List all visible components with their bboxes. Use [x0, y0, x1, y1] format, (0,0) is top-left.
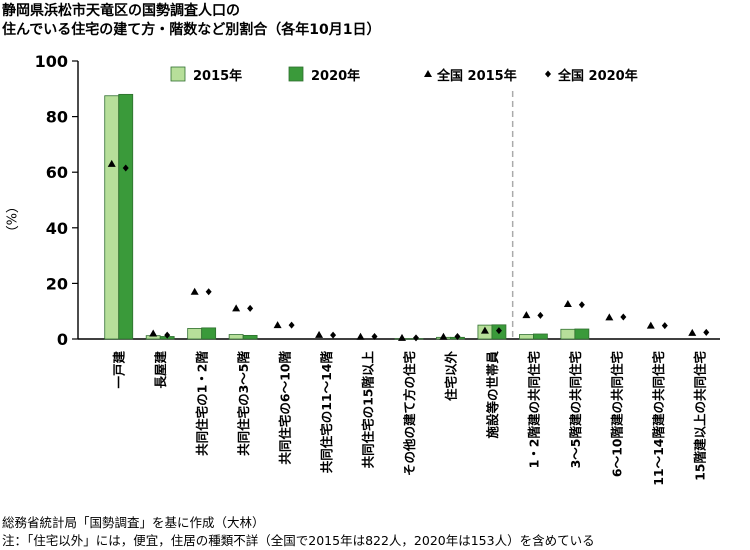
bar-2020: [201, 327, 217, 340]
marker-national-2020: [413, 334, 419, 342]
y-tick-label: 0: [57, 330, 68, 349]
marker-national-2020: [620, 313, 627, 321]
y-tick-label: 20: [46, 274, 68, 293]
legend-label-national-2015: 全国 2015年: [436, 68, 517, 84]
bar-2015: [187, 328, 203, 340]
y-tick-label: 100: [35, 52, 68, 71]
marker-national-2020: [454, 332, 461, 340]
bar-2020: [574, 328, 590, 340]
marker-national-2020: [371, 332, 378, 340]
legend-marker-national-2015: [424, 70, 432, 77]
bar-chart: 0 20 40 60 80 100 （%） 一戸建 長屋建 共同住宅の1・2階 共同住宅の3～5階 共…: [3, 52, 720, 486]
bar-2015: [104, 95, 120, 340]
marker-national-2020: [288, 321, 295, 329]
bar-2015: [228, 334, 244, 340]
footnote: 注：「住宅以外」には，便宜，住居の種類不詳（全国で2015年は822人，2020…: [2, 533, 595, 548]
marker-national-2020: [495, 327, 502, 335]
category-label: 住宅以外: [443, 351, 458, 402]
marker-national-2015: [107, 159, 116, 167]
category-label: 1・2階建の共同住宅: [526, 351, 541, 469]
y-tick-label: 80: [46, 108, 68, 127]
marker-national-2020: [247, 304, 254, 312]
legend-label-national-2020: 全国 2020年: [557, 68, 638, 84]
marker-national-2015: [480, 326, 489, 334]
marker-national-2015: [232, 304, 241, 312]
category-label: 共同住宅の3～5階: [236, 351, 251, 456]
marker-national-2015: [356, 332, 365, 340]
category-label: 施設等の世帯員: [485, 351, 500, 439]
marker-national-2015: [273, 321, 282, 329]
y-tick-label: 40: [46, 219, 68, 238]
marker-national-2015: [149, 329, 158, 337]
y-tick-label: 60: [46, 163, 68, 182]
marker-national-2020: [703, 328, 710, 336]
category-label: 共同住宅の15階以上: [361, 351, 376, 469]
bar-2020: [533, 333, 548, 340]
source-note: 総務省統計局「国勢調査」を基に作成（大林）: [2, 515, 265, 530]
legend-marker-national-2020: [545, 70, 551, 78]
bar-2020: [118, 93, 134, 340]
marker-national-2020: [578, 301, 585, 309]
marker-national-2015: [315, 330, 324, 338]
category-label: 6～10階建の共同住宅: [609, 351, 624, 478]
category-label: その他の建て方の住宅: [402, 351, 417, 477]
legend-label-2015: 2015年: [193, 68, 242, 84]
marker-national-2015: [190, 287, 199, 295]
category-label: 共同住宅の1・2階: [195, 351, 210, 456]
legend-label-2020: 2020年: [311, 68, 360, 84]
marker-national-2020: [122, 164, 129, 172]
marker-national-2015: [688, 328, 697, 336]
marker-national-2015: [439, 332, 448, 340]
marker-national-2015: [646, 321, 655, 329]
marker-national-2020: [205, 288, 212, 296]
bar-2015: [519, 334, 534, 340]
bar-2020: [242, 334, 258, 340]
category-label: 共同住宅の6～10階: [278, 351, 293, 465]
marker-national-2020: [537, 311, 544, 319]
marker-national-2015: [398, 333, 406, 341]
chart-title-line-1: 静岡県浜松市天竜区の国勢調査人口の: [2, 3, 240, 19]
marker-national-2015: [605, 313, 614, 321]
category-label: 15階建以上の共同住宅: [692, 351, 707, 481]
marker-national-2020: [330, 331, 337, 339]
chart-title: 静岡県浜松市天竜区の国勢調査人口の 住んでいる住宅の建て方・階数など別割合（各年…: [2, 2, 381, 40]
marker-national-2020: [164, 331, 171, 339]
y-axis-label: （%）: [3, 200, 19, 238]
marker-national-2020: [661, 322, 668, 330]
category-label: 3～5階建の共同住宅: [568, 351, 583, 469]
category-label: 11～14階建の共同住宅: [651, 351, 666, 486]
chart-title-line-2: 住んでいる住宅の建て方・階数など別割合（各年10月1日）: [2, 22, 381, 38]
category-label: 共同住宅の11～14階: [319, 351, 334, 474]
category-label: 一戸建: [112, 351, 127, 389]
bar-2015: [560, 328, 576, 340]
legend-swatch-2020: [288, 66, 304, 82]
legend-swatch-2015: [170, 66, 186, 82]
marker-national-2015: [563, 299, 572, 307]
category-label: 長屋建: [153, 351, 168, 389]
marker-national-2015: [522, 311, 531, 319]
